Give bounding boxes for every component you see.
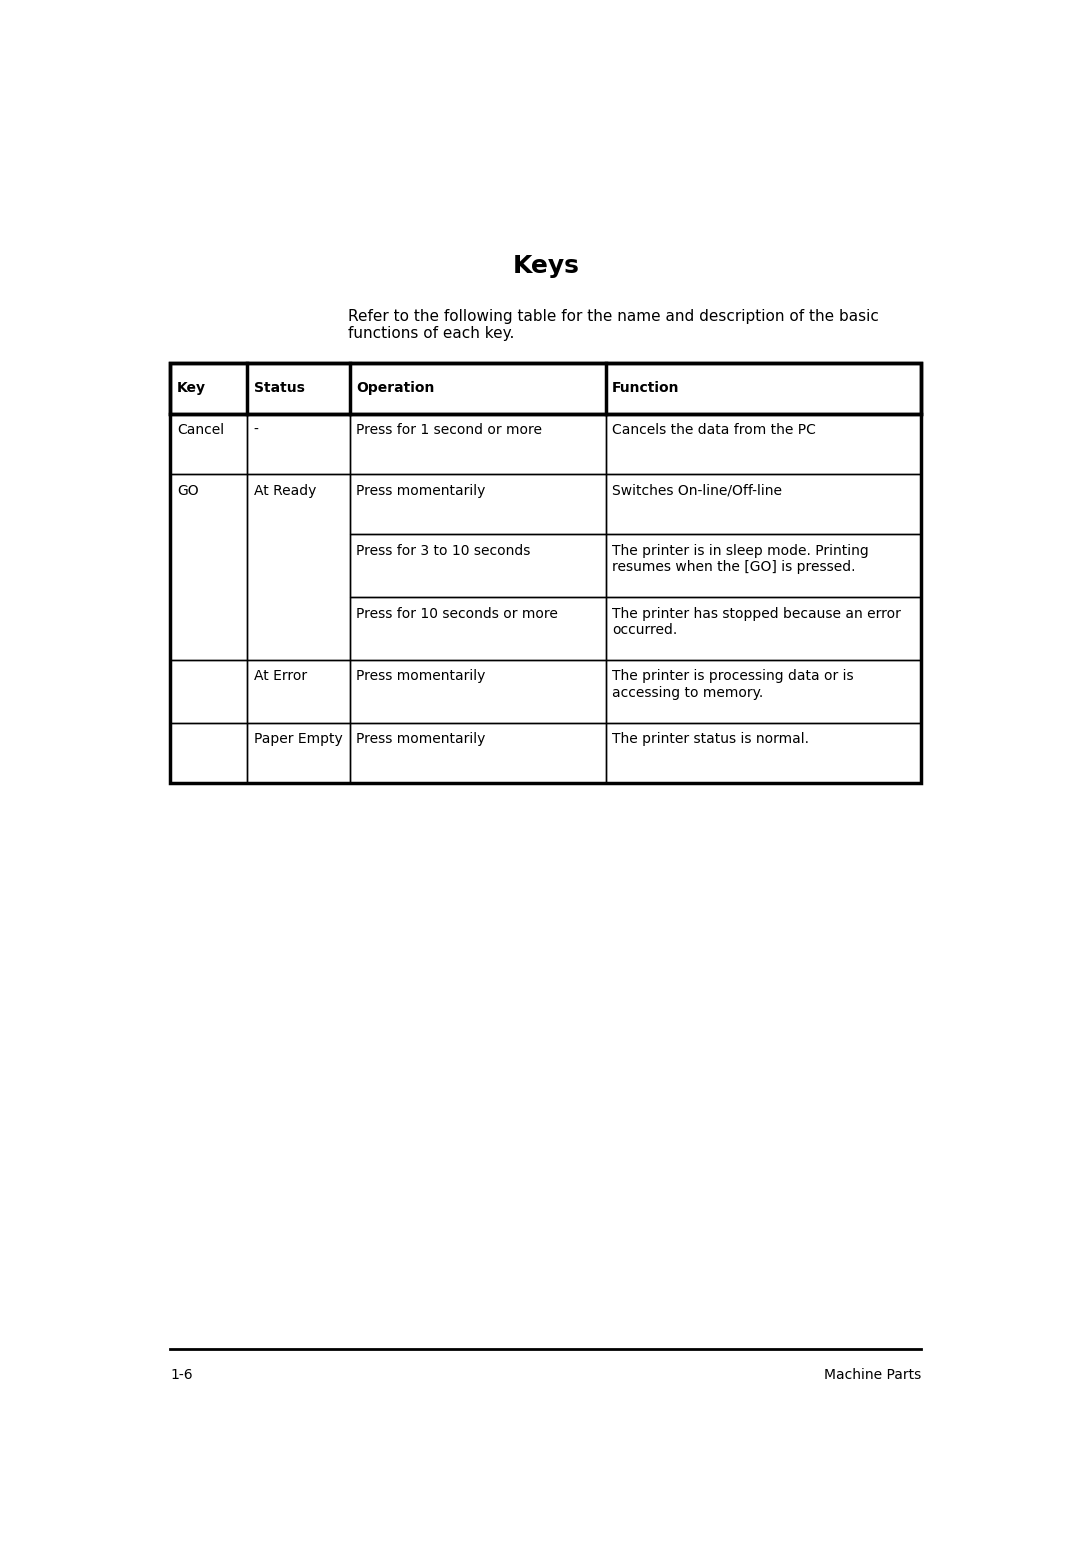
Bar [170, 364, 921, 784]
Bar [606, 414, 921, 473]
Text: The printer status is normal.: The printer status is normal. [612, 732, 809, 746]
Bar [247, 473, 349, 660]
Bar [349, 414, 606, 473]
Bar [349, 660, 606, 722]
Bar [170, 473, 247, 660]
Bar [606, 660, 921, 722]
Bar [349, 473, 606, 534]
Text: Operation: Operation [356, 381, 435, 395]
Bar [170, 364, 921, 414]
Text: The printer has stopped because an error
occurred.: The printer has stopped because an error… [612, 606, 901, 636]
Bar [349, 534, 606, 597]
Text: At Ready: At Ready [253, 484, 316, 498]
Text: The printer is processing data or is
accessing to memory.: The printer is processing data or is acc… [612, 669, 854, 700]
Text: Cancel: Cancel [177, 423, 224, 437]
Text: Function: Function [612, 381, 679, 395]
Text: At Error: At Error [253, 669, 307, 683]
Text: Keys: Keys [512, 254, 579, 279]
Text: Key: Key [177, 381, 206, 395]
Text: Switches On-line/Off-line: Switches On-line/Off-line [612, 484, 782, 498]
Text: The printer is in sleep mode. Printing
resumes when the [GO] is pressed.: The printer is in sleep mode. Printing r… [612, 544, 869, 574]
Text: Refer to the following table for the name and description of the basic
functions: Refer to the following table for the nam… [347, 309, 879, 342]
Bar [349, 597, 606, 660]
Bar [247, 660, 349, 722]
Text: -: - [253, 423, 259, 437]
Text: Press for 10 seconds or more: Press for 10 seconds or more [356, 606, 558, 621]
Bar [247, 414, 349, 473]
Text: Paper Empty: Paper Empty [253, 732, 343, 746]
Bar [606, 473, 921, 534]
Text: Status: Status [253, 381, 305, 395]
Text: 1-6: 1-6 [170, 1368, 193, 1382]
Text: Press momentarily: Press momentarily [356, 669, 486, 683]
Bar [170, 722, 247, 784]
Text: Press momentarily: Press momentarily [356, 732, 486, 746]
Text: Press for 1 second or more: Press for 1 second or more [356, 423, 542, 437]
Text: Press for 3 to 10 seconds: Press for 3 to 10 seconds [356, 544, 530, 558]
Bar [349, 722, 606, 784]
Bar [606, 722, 921, 784]
Text: Cancels the data from the PC: Cancels the data from the PC [612, 423, 816, 437]
Bar [170, 660, 247, 722]
Text: Machine Parts: Machine Parts [824, 1368, 921, 1382]
Bar [247, 722, 349, 784]
Text: GO: GO [177, 484, 198, 498]
Bar [170, 414, 247, 473]
Text: Press momentarily: Press momentarily [356, 484, 486, 498]
Bar [606, 534, 921, 597]
Bar [606, 597, 921, 660]
